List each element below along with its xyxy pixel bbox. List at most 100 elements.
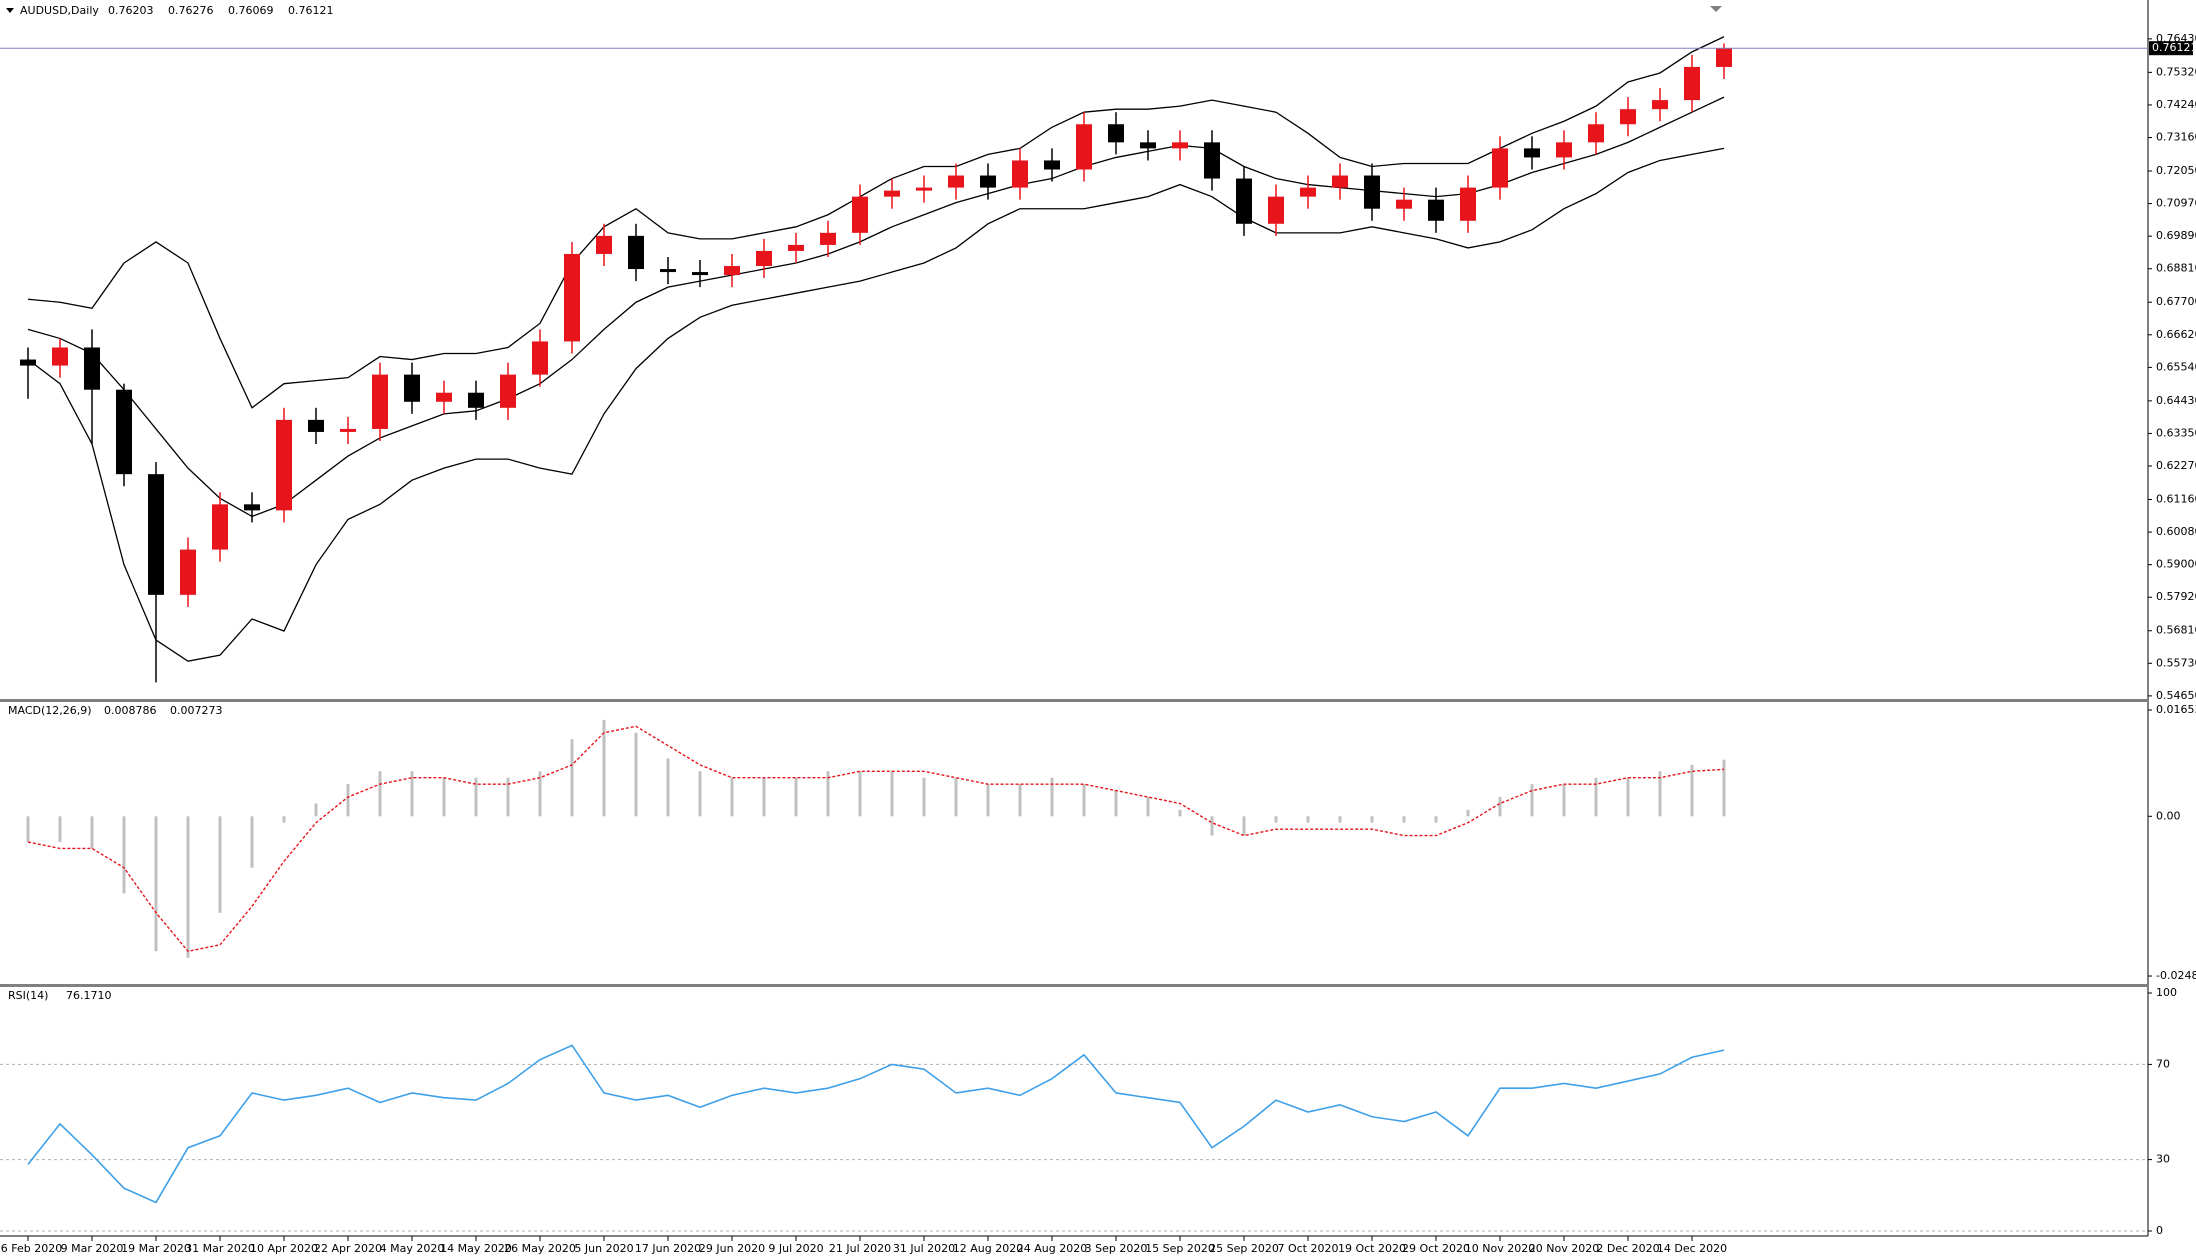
macd-bar <box>474 777 478 817</box>
x-tick-label: 19 Mar 2020 <box>121 1242 191 1255</box>
y-tick-label: 100 <box>2156 986 2177 999</box>
indicator-reading: 76.1710 <box>66 989 112 1002</box>
candle-body <box>564 253 580 342</box>
macd-bar <box>1370 816 1374 823</box>
candle-body <box>1012 160 1028 188</box>
macd-bar <box>698 771 702 817</box>
macd-bar <box>730 777 734 817</box>
candle-body <box>20 359 36 366</box>
candle-body <box>1716 48 1732 67</box>
candle-body <box>308 419 324 432</box>
macd-bar <box>1114 790 1118 817</box>
candle-body <box>1652 100 1668 110</box>
candle-body <box>1204 142 1220 179</box>
macd-bar <box>378 771 382 817</box>
x-tick-label: 26 Feb 2020 <box>0 1242 62 1255</box>
x-tick-label: 22 Apr 2020 <box>314 1242 382 1255</box>
x-tick-label: 12 Aug 2020 <box>953 1242 1023 1255</box>
candle-body <box>84 347 100 390</box>
x-tick-label: 7 Oct 2020 <box>1277 1242 1338 1255</box>
y-tick-label: 70 <box>2156 1057 2170 1070</box>
candle-body <box>212 504 228 550</box>
candle-body <box>1492 148 1508 188</box>
macd-bar <box>1594 777 1598 817</box>
x-tick-label: 14 May 2020 <box>440 1242 512 1255</box>
menu-arrow[interactable] <box>6 8 14 13</box>
candle-body <box>148 474 164 595</box>
x-tick-label: 29 Oct 2020 <box>1402 1242 1470 1255</box>
quote-value: 0.76276 <box>168 4 214 17</box>
candle-body <box>692 272 708 276</box>
macd-bar <box>922 777 926 817</box>
macd-signal <box>27 725 1725 953</box>
x-tick-label: 14 Dec 2020 <box>1657 1242 1727 1255</box>
candle-body <box>1076 124 1092 170</box>
macd-bar <box>1146 797 1150 817</box>
macd-bar <box>1498 797 1502 817</box>
x-tick-label: 26 May 2020 <box>504 1242 576 1255</box>
candle-body <box>820 232 836 245</box>
macd-bar <box>1530 784 1534 817</box>
candle-body <box>340 428 356 432</box>
macd-bar <box>58 816 62 843</box>
macd-bar <box>538 771 542 817</box>
candle-body <box>1428 199 1444 221</box>
macd-bar <box>1050 777 1054 817</box>
candle-body <box>244 504 260 511</box>
candle-body <box>1684 66 1700 101</box>
x-tick-label: 9 Mar 2020 <box>61 1242 124 1255</box>
y-tick-label: -0.024849 <box>2156 969 2196 982</box>
candle-body <box>1236 178 1252 224</box>
macd-bar <box>122 816 126 894</box>
macd-bar <box>762 777 766 817</box>
x-tick-label: 21 Jul 2020 <box>829 1242 891 1255</box>
x-tick-label: 3 Sep 2020 <box>1085 1242 1148 1255</box>
macd-bar <box>570 739 574 817</box>
macd-bar <box>1274 816 1278 823</box>
candle-body <box>180 549 196 595</box>
quote-value: 0.76203 <box>108 4 154 17</box>
macd-bar <box>1626 777 1630 817</box>
macd-bar <box>858 771 862 817</box>
macd-bar <box>1722 759 1726 817</box>
indicator-reading: 0.007273 <box>170 704 223 717</box>
macd-bar <box>826 771 830 817</box>
symbol-title: AUDUSD,Daily <box>20 4 99 17</box>
y-tick-label: 0 <box>2156 1224 2163 1237</box>
macd-bar <box>506 777 510 817</box>
macd-bar <box>442 777 446 817</box>
candle-body <box>916 187 932 191</box>
macd-bar <box>1658 771 1662 817</box>
panel-separator <box>0 699 2148 702</box>
candle-body <box>1044 160 1060 170</box>
x-tick-label: 19 Oct 2020 <box>1338 1242 1406 1255</box>
macd-bar <box>1306 816 1310 823</box>
x-tick-label: 29 Jun 2020 <box>699 1242 765 1255</box>
x-tick-label: 25 Sep 2020 <box>1209 1242 1279 1255</box>
candle-body <box>116 389 132 475</box>
macd-bar <box>986 784 990 817</box>
candle-body <box>884 190 900 197</box>
bollinger-lower <box>27 147 1725 662</box>
macd-bar <box>1242 816 1246 836</box>
candle-body <box>724 266 740 276</box>
macd-bar <box>1338 816 1342 823</box>
macd-bar <box>218 816 222 913</box>
indicator-title: MACD(12,26,9) <box>8 704 92 717</box>
current-price-tag <box>2149 41 2193 56</box>
y-tick-label: 30 <box>2156 1153 2170 1166</box>
macd-bar <box>1402 816 1406 823</box>
